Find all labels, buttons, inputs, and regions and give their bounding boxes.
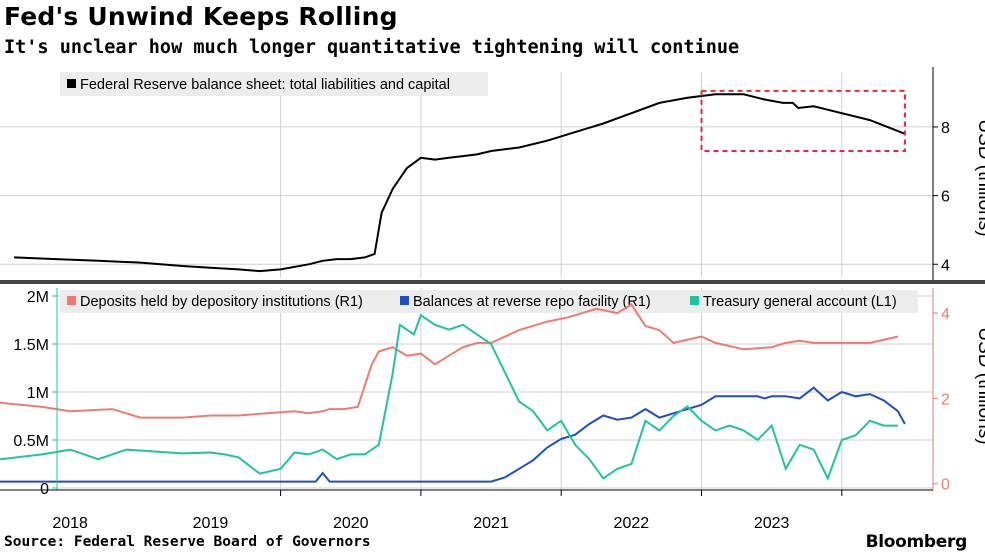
x-tick-label: 2018 — [52, 515, 88, 532]
bottom-left-tick-label: 1.5M — [13, 337, 49, 354]
balance-sheet-line — [13, 93, 906, 273]
x-axis-ticks: 2018 2019 2020 2021 2022 2023 — [52, 490, 843, 532]
top-right-tick-label: 4 — [941, 257, 950, 274]
top-right-tick-label: 8 — [941, 120, 950, 137]
highlight-box — [700, 89, 906, 152]
bottom-right-tick-label: 4 — [941, 306, 950, 323]
legend-swatch-deposits — [67, 296, 76, 305]
legend-swatch-tga — [690, 296, 699, 305]
top-legend-swatch — [67, 79, 76, 88]
legend-label-tga: Treasury general account (L1) — [703, 294, 897, 310]
x-tick-label: 2019 — [193, 515, 229, 532]
top-panel: Federal Reserve balance sheet: total lia… — [0, 67, 985, 280]
tga-line — [0, 313, 898, 481]
bottom-left-tick-label: 0.5M — [13, 433, 49, 450]
x-tick-label: 2020 — [333, 515, 369, 532]
x-tick-label: 2022 — [614, 515, 650, 532]
top-plot-area — [0, 70, 933, 280]
bottom-gridlines — [57, 288, 933, 490]
reverse-repo-line — [0, 386, 906, 483]
deposits-line — [0, 303, 899, 419]
chart-title: Fed's Unwind Keeps Rolling — [4, 2, 398, 31]
top-legend-label: Federal Reserve balance sheet: total lia… — [80, 77, 450, 93]
top-right-ticks: 4 6 8 — [933, 120, 950, 274]
x-tick-label: 2021 — [473, 515, 509, 532]
bottom-right-tick-label: 0 — [941, 477, 950, 494]
bottom-panel: Deposits held by depository institutions… — [0, 288, 985, 532]
chart-subtitle: It's unclear how much longer quantitativ… — [4, 37, 740, 58]
bottom-right-axis-title: USD (trillions) — [974, 327, 985, 444]
panel-divider — [0, 280, 985, 284]
top-legend-bg — [60, 72, 488, 96]
top-right-axis-title: USD (trillions) — [974, 119, 985, 236]
legend-label-deposits: Deposits held by depository institutions… — [80, 294, 363, 310]
bottom-right-tick-label: 2 — [941, 391, 950, 408]
legend-swatch-reverse-repo — [400, 296, 409, 305]
bottom-right-ticks: 0 2 4 — [933, 306, 950, 494]
x-tick-label: 2023 — [754, 515, 790, 532]
bottom-left-tick-label: 2M — [27, 289, 49, 306]
top-right-tick-label: 6 — [941, 189, 950, 206]
bottom-legend-bg — [60, 290, 918, 313]
brand-logo: Bloomberg — [865, 532, 968, 552]
top-gridlines — [0, 72, 933, 278]
bottom-left-tick-label: 1M — [27, 385, 49, 402]
legend-label-reverse-repo: Balances at reverse repo facility (R1) — [413, 294, 651, 310]
source-note: Source: Federal Reserve Board of Governo… — [4, 534, 371, 550]
